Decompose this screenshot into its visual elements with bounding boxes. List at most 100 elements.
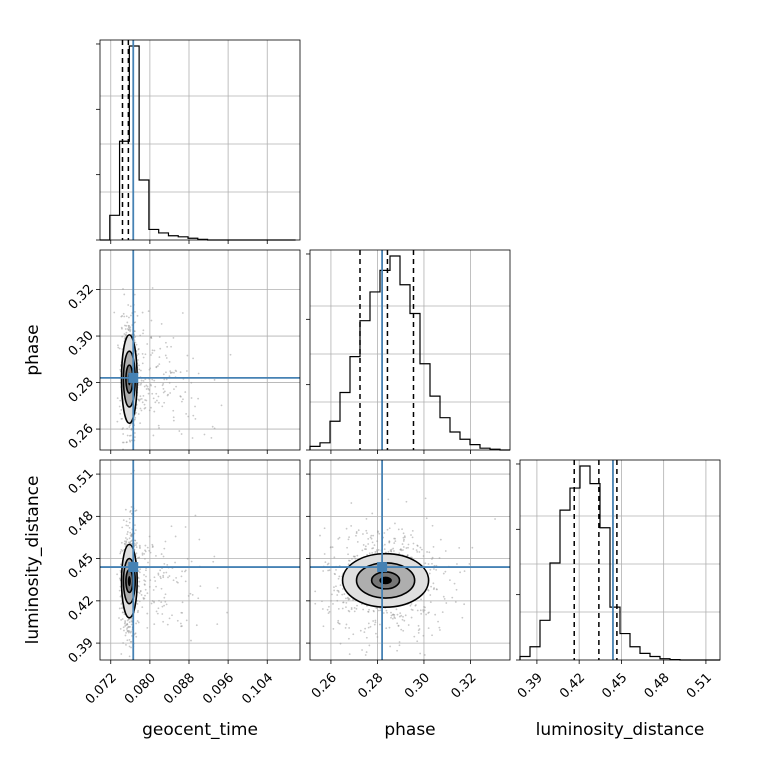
sample-point [346,528,348,530]
sample-point [126,315,128,317]
sample-point [387,498,389,500]
sample-point [412,548,414,550]
sample-point [424,562,426,564]
sample-point [423,606,425,608]
sample-point [131,506,133,508]
sample-point [120,653,122,655]
sample-point [388,541,390,543]
sample-point [143,395,145,397]
sample-point [349,653,351,655]
x-tick-label: 0.45 [599,670,630,701]
sample-point [120,409,122,411]
sample-point [127,630,129,632]
sample-point [372,620,374,622]
sample-point [155,555,157,557]
sample-point [186,619,188,621]
sample-point [351,607,353,609]
sample-point [137,315,139,317]
sample-point [195,515,197,517]
y-tick-label: 0.48 [66,509,97,540]
sample-point [167,577,169,579]
sample-point [165,593,167,595]
sample-point [349,560,351,562]
sample-point [342,608,344,610]
sample-point [456,589,458,591]
sample-point [139,335,141,337]
x-axis-label-luminosity_distance: luminosity_distance [536,720,705,740]
sample-point [175,386,177,388]
sample-point [386,612,388,614]
sample-point [214,427,216,429]
sample-point [146,627,148,629]
sample-point [420,547,422,549]
sample-point [149,586,151,588]
sample-point [348,599,350,601]
sample-point [146,343,148,345]
sample-point [146,613,148,615]
sample-point [117,397,119,399]
sample-point [327,570,329,572]
sample-point [134,311,136,313]
sample-point [191,397,193,399]
sample-point [165,342,167,344]
sample-point [147,562,149,564]
sample-point [139,568,141,570]
sample-point [159,336,161,338]
sample-point [150,407,152,409]
scatter-geocent_time-luminosity_distance [100,460,300,673]
sample-point [124,325,126,327]
sample-point [123,313,125,315]
sample-point [140,384,142,386]
sample-point [162,606,164,608]
sample-point [412,530,414,532]
sample-point [124,333,126,335]
sample-point [181,570,183,572]
sample-point [140,370,142,372]
x-tick-label: 0.48 [642,670,673,701]
sample-point [426,551,428,553]
sample-point [135,632,137,634]
sample-point [169,382,171,384]
sample-point [122,618,124,620]
sample-point [126,322,128,324]
sample-point [374,544,376,546]
sample-point [150,384,152,386]
sample-point [118,617,120,619]
sample-point [180,371,182,373]
sample-point [123,488,125,490]
sample-point [130,632,132,634]
sample-point [364,628,366,630]
sample-point [116,421,118,423]
y-tick-label: 0.39 [66,635,97,666]
sample-point [443,596,445,598]
scatter-phase-luminosity_distance [288,460,510,663]
sample-point [180,625,182,627]
sample-point [163,572,165,574]
sample-point [138,556,140,558]
sample-point [420,613,422,615]
sample-point [163,373,165,375]
sample-point [129,537,131,539]
sample-point [134,417,136,419]
sample-point [437,621,439,623]
sample-point [141,398,143,400]
sample-point [158,600,160,602]
sample-point [123,316,125,318]
sample-point [399,612,401,614]
sample-point [353,556,355,558]
sample-point [148,393,150,395]
sample-point [405,614,407,616]
sample-point [171,525,173,527]
sample-point [126,332,128,334]
sample-point [117,347,119,349]
sample-point [372,535,374,537]
sample-point [161,588,163,590]
sample-point [142,401,144,403]
sample-point [424,609,426,611]
sample-point [444,598,446,600]
sample-point [198,373,200,375]
sample-point [338,578,340,580]
sample-point [356,532,358,534]
sample-point [411,603,413,605]
